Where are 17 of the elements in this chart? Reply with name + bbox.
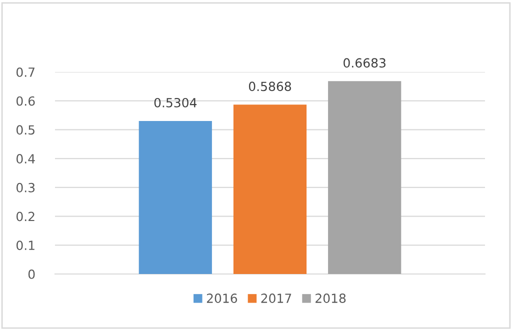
y-tick-label: 0.7 (16, 67, 34, 77)
y-tick-label: 0.6 (16, 96, 35, 106)
y-tick-label: 0.1 (16, 240, 34, 250)
legend-label: 2016 (206, 294, 238, 304)
y-tick-label: 0.4 (16, 154, 35, 164)
bar (328, 81, 402, 274)
y-tick-label: 0.5 (16, 125, 34, 135)
data-label: 0.5868 (248, 82, 292, 92)
legend-label: 2018 (316, 294, 346, 304)
bar (233, 104, 307, 274)
data-label: 0.5304 (154, 98, 197, 108)
bar (138, 120, 212, 274)
data-label: 0.6683 (344, 58, 386, 68)
y-tick-label: 0.3 (16, 182, 35, 192)
legend-label: 2017 (261, 294, 292, 304)
y-tick-label: 0 (28, 269, 35, 279)
y-tick-label: 0.2 (16, 212, 34, 222)
